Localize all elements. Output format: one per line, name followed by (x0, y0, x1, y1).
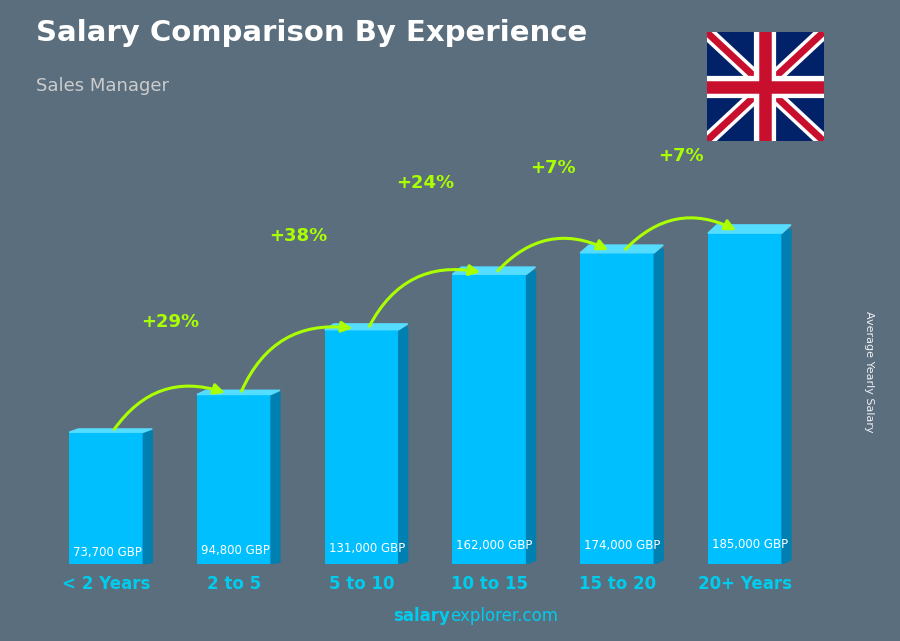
FancyBboxPatch shape (708, 233, 782, 564)
Polygon shape (453, 267, 536, 274)
FancyBboxPatch shape (453, 274, 526, 564)
Text: +7%: +7% (658, 147, 704, 165)
Polygon shape (708, 225, 791, 233)
Text: 162,000 GBP: 162,000 GBP (456, 540, 533, 553)
Text: explorer.com: explorer.com (450, 607, 558, 625)
Polygon shape (526, 271, 536, 564)
Text: +7%: +7% (530, 158, 576, 177)
Polygon shape (325, 324, 408, 329)
Polygon shape (654, 249, 663, 564)
FancyBboxPatch shape (325, 329, 399, 564)
Text: 174,000 GBP: 174,000 GBP (584, 538, 661, 552)
Text: salary: salary (393, 607, 450, 625)
FancyBboxPatch shape (69, 432, 143, 564)
Polygon shape (271, 392, 280, 564)
Text: +29%: +29% (141, 313, 199, 331)
Text: 185,000 GBP: 185,000 GBP (712, 538, 788, 551)
FancyBboxPatch shape (580, 253, 654, 564)
Text: Salary Comparison By Experience: Salary Comparison By Experience (36, 19, 587, 47)
Text: +24%: +24% (397, 174, 454, 192)
Polygon shape (782, 229, 791, 564)
Text: 94,800 GBP: 94,800 GBP (201, 544, 270, 557)
Text: Sales Manager: Sales Manager (36, 77, 169, 95)
Text: Average Yearly Salary: Average Yearly Salary (863, 311, 874, 433)
Polygon shape (143, 431, 152, 564)
Polygon shape (197, 390, 280, 394)
Text: 73,700 GBP: 73,700 GBP (73, 545, 142, 559)
Polygon shape (69, 429, 152, 432)
FancyBboxPatch shape (197, 394, 271, 564)
Polygon shape (580, 245, 663, 253)
Text: +38%: +38% (269, 227, 327, 245)
Polygon shape (399, 327, 408, 564)
Text: 131,000 GBP: 131,000 GBP (328, 542, 405, 554)
